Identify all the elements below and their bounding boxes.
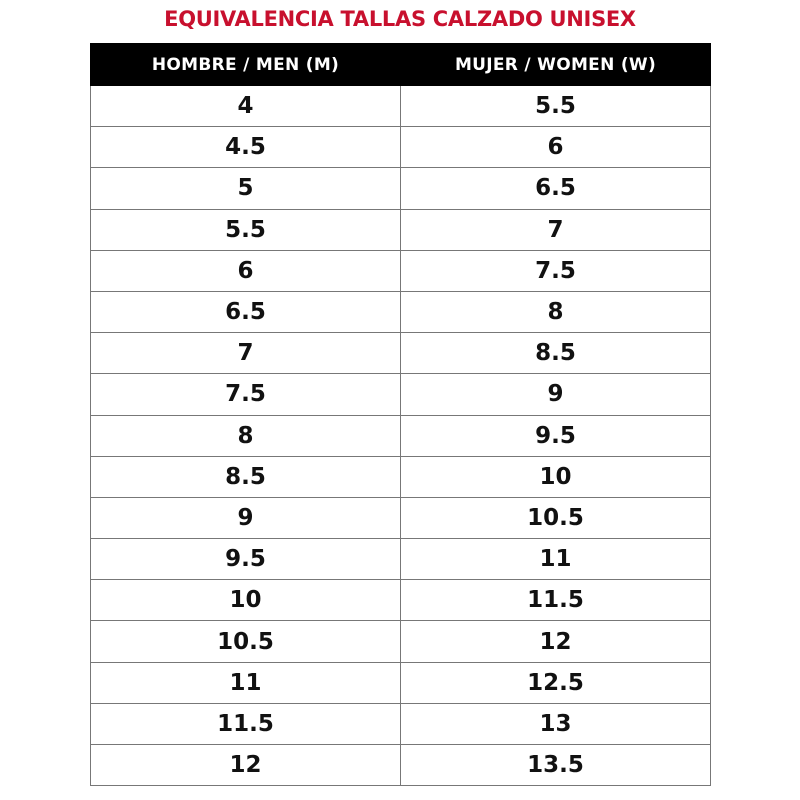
men-size-cell: 4 <box>90 84 401 128</box>
men-size-cell: 7.5 <box>90 373 401 416</box>
men-size-cell: 7 <box>90 332 401 375</box>
men-size-cell: 8 <box>90 414 401 457</box>
table-row: 7 8.5 <box>90 332 711 375</box>
women-size-cell: 7.5 <box>400 249 711 292</box>
table-row: 4.5 6 <box>90 126 711 169</box>
women-size-cell: 8 <box>400 290 711 334</box>
men-size-cell: 11.5 <box>90 702 401 746</box>
men-size-cell: 5 <box>90 167 401 210</box>
page-title: EQUIVALENCIA TALLAS CALZADO UNISEX <box>164 7 636 31</box>
men-size-cell: 8.5 <box>90 455 401 498</box>
women-size-cell: 13.5 <box>400 743 711 787</box>
men-size-cell: 9 <box>90 496 401 540</box>
table-row: 10 11.5 <box>90 579 711 622</box>
column-header-women: MUJER / WOMEN (W) <box>400 43 711 86</box>
women-size-cell: 12.5 <box>400 661 711 704</box>
table-row: 12 13.5 <box>90 743 711 787</box>
women-size-cell: 11 <box>400 538 711 581</box>
table-row: 4 5.5 <box>90 84 711 128</box>
table-row: 9.5 11 <box>90 538 711 581</box>
women-size-cell: 7 <box>400 208 711 251</box>
table-row: 6.5 8 <box>90 290 711 334</box>
men-size-cell: 9.5 <box>90 538 401 581</box>
women-size-cell: 10 <box>400 455 711 498</box>
women-size-cell: 13 <box>400 702 711 746</box>
women-size-cell: 12 <box>400 620 711 663</box>
men-size-cell: 4.5 <box>90 126 401 169</box>
women-size-cell: 8.5 <box>400 332 711 375</box>
column-header-men: HOMBRE / MEN (M) <box>90 43 401 86</box>
women-size-cell: 6.5 <box>400 167 711 210</box>
women-size-cell: 11.5 <box>400 579 711 622</box>
men-size-cell: 11 <box>90 661 401 704</box>
women-size-cell: 9 <box>400 373 711 416</box>
men-size-cell: 5.5 <box>90 208 401 251</box>
men-size-cell: 12 <box>90 743 401 787</box>
men-size-cell: 10 <box>90 579 401 622</box>
table-row: 9 10.5 <box>90 496 711 540</box>
men-size-cell: 6.5 <box>90 290 401 334</box>
women-size-cell: 6 <box>400 126 711 169</box>
women-size-cell: 10.5 <box>400 496 711 540</box>
table-row: 5.5 7 <box>90 208 711 251</box>
men-size-cell: 6 <box>90 249 401 292</box>
table-row: 10.5 12 <box>90 620 711 663</box>
table-row: 7.5 9 <box>90 373 711 416</box>
table-row: 8.5 10 <box>90 455 711 498</box>
men-size-cell: 10.5 <box>90 620 401 663</box>
table-row: 8 9.5 <box>90 414 711 457</box>
table-row: 5 6.5 <box>90 167 711 210</box>
table-row: 11.5 13 <box>90 702 711 746</box>
table-row: 11 12.5 <box>90 661 711 704</box>
women-size-cell: 5.5 <box>400 84 711 128</box>
table-header-row: HOMBRE / MEN (M) MUJER / WOMEN (W) <box>90 43 711 86</box>
size-equivalence-table: HOMBRE / MEN (M) MUJER / WOMEN (W) 4 5.5 4… <box>90 43 711 787</box>
women-size-cell: 9.5 <box>400 414 711 457</box>
table-row: 6 7.5 <box>90 249 711 292</box>
